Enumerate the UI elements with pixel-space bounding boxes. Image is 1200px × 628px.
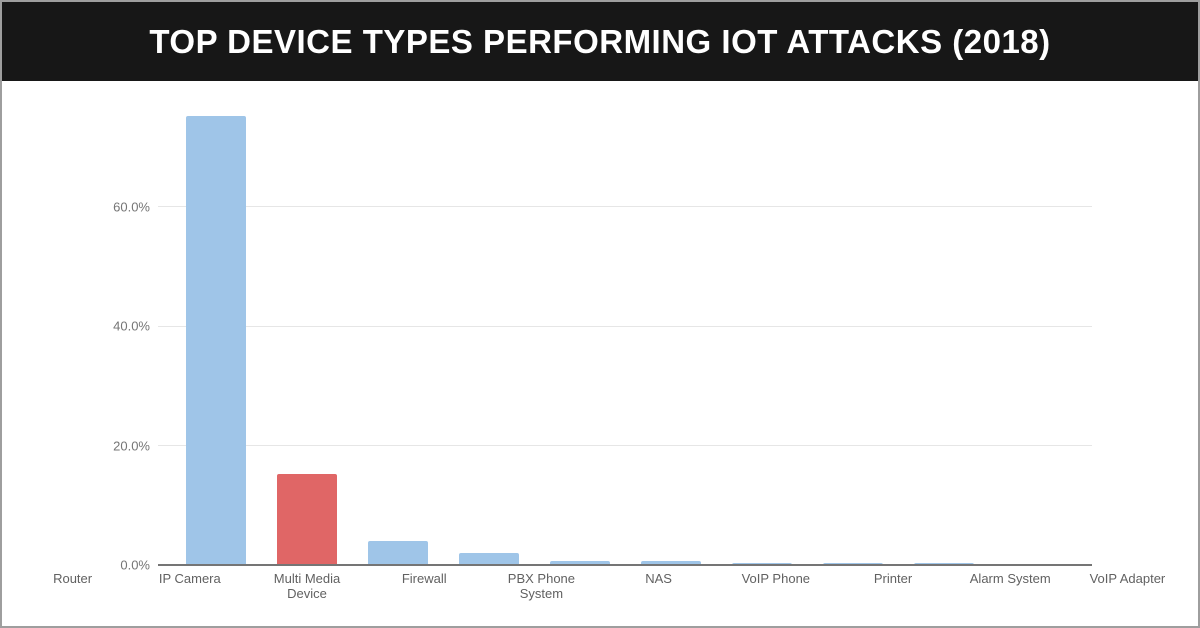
bar-slot xyxy=(170,81,261,565)
bar-multi-media-device xyxy=(367,540,428,565)
bar-slot xyxy=(352,81,443,565)
bar-router xyxy=(185,116,246,565)
x-axis-line xyxy=(158,564,1092,566)
gridline xyxy=(158,445,1092,447)
bar-chart: 0.0% 20.0% 40.0% 60.0% Router IP Camera Multi… xyxy=(2,81,1198,626)
y-tick-label: 40.0% xyxy=(113,318,150,334)
x-tick-label-text: VoIP Phone xyxy=(741,571,811,586)
x-tick-label-text: PBX Phone System xyxy=(507,571,576,601)
y-tick-label: 60.0% xyxy=(113,199,150,215)
bar-slot xyxy=(625,81,716,565)
x-tick-label-text: Alarm System xyxy=(969,571,1051,586)
bar-ip-camera xyxy=(276,474,337,565)
bar-slot xyxy=(807,81,898,565)
x-tick-label-text: NAS xyxy=(645,571,672,586)
x-tick-label: Multi Media Device xyxy=(248,571,365,601)
x-tick-label: Router xyxy=(14,571,131,601)
bar-firewall xyxy=(458,553,519,565)
y-tick-label: 0.0% xyxy=(120,557,150,573)
x-tick-label: VoIP Phone xyxy=(717,571,834,601)
x-tick-label-text: Printer xyxy=(873,571,913,586)
x-tick-label: Alarm System xyxy=(952,571,1069,601)
y-axis: 0.0% 20.0% 40.0% 60.0% xyxy=(2,81,150,571)
x-tick-label-text: Router xyxy=(53,571,93,586)
x-tick-label: IP Camera xyxy=(131,571,248,601)
bar-slot xyxy=(534,81,625,565)
x-tick-label-text: Multi Media Device xyxy=(273,571,341,601)
bars-row xyxy=(170,81,1080,565)
x-tick-label-text: VoIP Adapter xyxy=(1089,571,1166,586)
bar-slot xyxy=(261,81,352,565)
bar-slot xyxy=(443,81,534,565)
bar-slot xyxy=(716,81,807,565)
bar-nas xyxy=(640,560,701,565)
chart-title-banner: TOP DEVICE TYPES PERFORMING IOT ATTACKS … xyxy=(2,2,1198,81)
x-tick-label: Firewall xyxy=(366,571,483,601)
y-tick-label: 20.0% xyxy=(113,438,150,454)
bar-pbx-phone-system xyxy=(549,560,610,565)
x-tick-label: VoIP Adapter xyxy=(1069,571,1186,601)
gridline xyxy=(158,206,1092,208)
x-axis-labels: Router IP Camera Multi Media Device Firewal… xyxy=(14,571,1186,601)
x-tick-label: PBX Phone System xyxy=(483,571,600,601)
bar-slot xyxy=(898,81,989,565)
page-title: TOP DEVICE TYPES PERFORMING IOT ATTACKS … xyxy=(149,22,1051,60)
gridline xyxy=(158,325,1092,327)
x-tick-label: NAS xyxy=(600,571,717,601)
x-tick-label-text: IP Camera xyxy=(158,571,221,586)
x-tick-label-text: Firewall xyxy=(401,571,447,586)
x-tick-label: Printer xyxy=(834,571,951,601)
plot-area xyxy=(158,81,1092,566)
bar-slot xyxy=(989,81,1080,565)
